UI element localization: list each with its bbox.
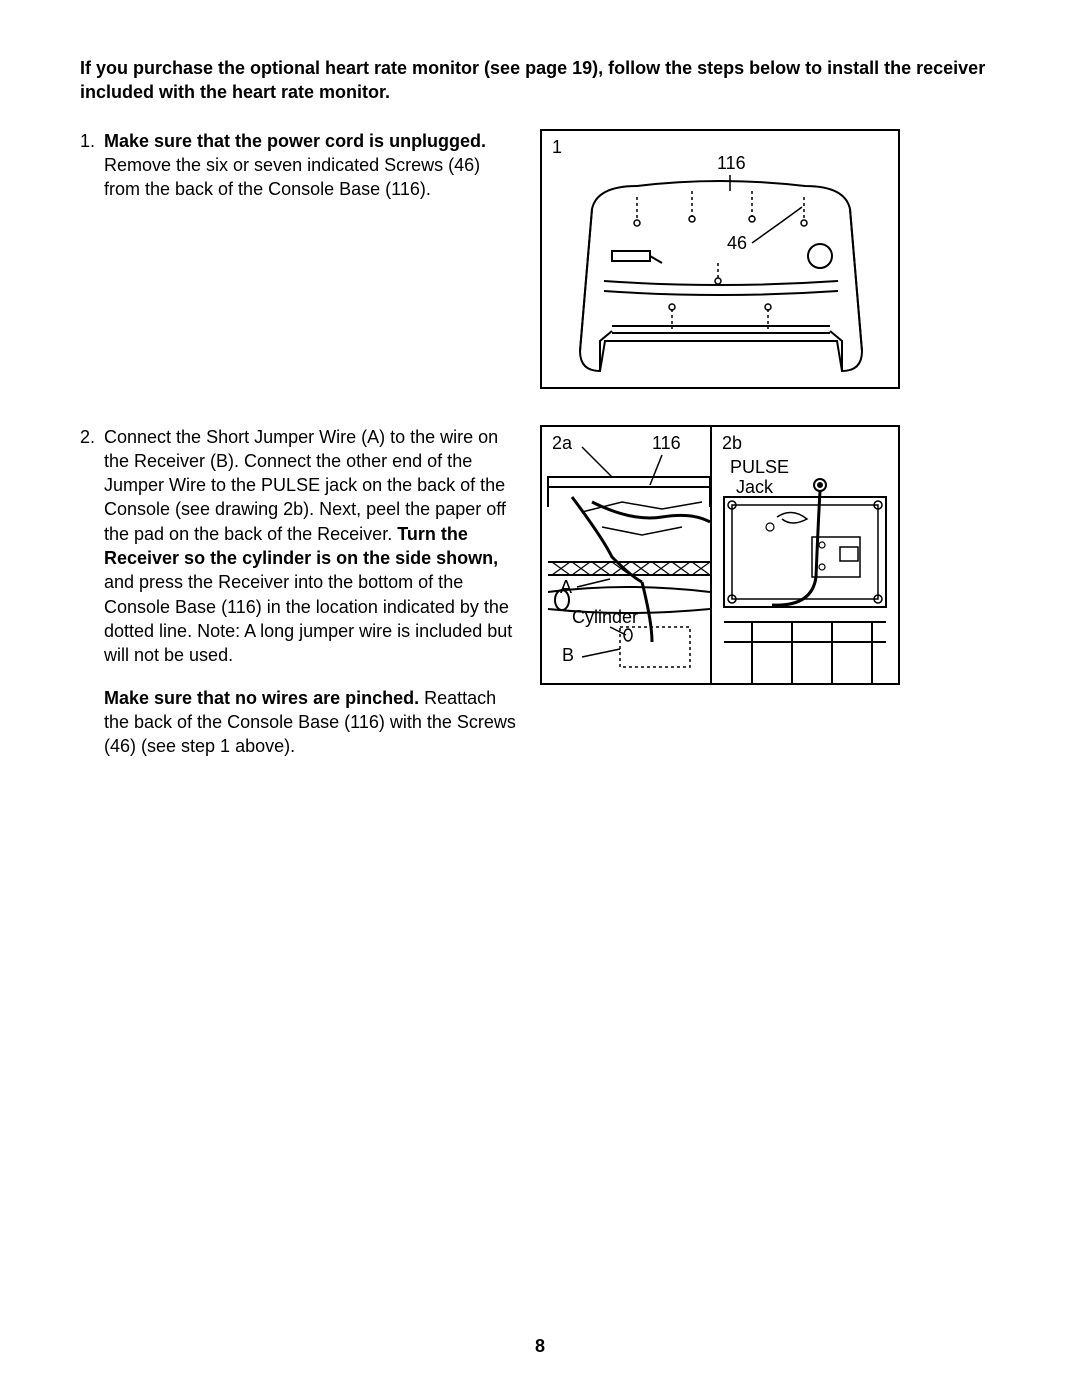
figure-2: 2a 116 A Cylinder B [540,425,900,685]
figure-2b-number: 2b [722,433,742,454]
figure-2b: 2b PULSE Jack [712,427,898,683]
figure-2a: 2a 116 A Cylinder B [542,427,712,683]
step-2-para-1: Connect the Short Jumper Wire (A) to the… [104,425,520,668]
step-1-bold: Make sure that the power cord is unplugg… [104,131,486,151]
step-2-p2bold: Make sure that no wires are pinched. [104,688,419,708]
figure-1: 1 116 46 [540,129,900,389]
figure-2a-label-cyl: Cylinder [572,607,638,628]
figure-2a-label-B: B [562,645,574,666]
step-2-p1b: and press the Receiver into the bottom o… [104,572,512,665]
figure-2b-label-pulse2: Jack [736,477,773,498]
step-1-rest: Remove the six or seven indicated Screws… [104,155,480,199]
figure-1-number: 1 [552,137,562,158]
figure-2b-label-pulse1: PULSE [730,457,789,478]
page-number: 8 [0,1336,1080,1357]
step-1-body: Make sure that the power cord is unplugg… [104,129,520,202]
figure-1-label-46: 46 [727,233,747,254]
step-1-row: 1. Make sure that the power cord is unpl… [80,129,1000,389]
step-2-body: Connect the Short Jumper Wire (A) to the… [104,425,520,759]
manual-page: If you purchase the optional heart rate … [0,0,1080,1397]
figure-2a-label-A: A [560,577,572,598]
figure-2a-number: 2a [552,433,572,454]
step-2-row: 2. Connect the Short Jumper Wire (A) to … [80,425,1000,759]
step-2-para-2: Make sure that no wires are pinched. Rea… [104,686,520,759]
step-2-text: 2. Connect the Short Jumper Wire (A) to … [80,425,520,759]
figure-1-label-116: 116 [717,153,746,174]
step-1-number: 1. [80,129,104,202]
intro-paragraph: If you purchase the optional heart rate … [80,56,1000,105]
step-1-text: 1. Make sure that the power cord is unpl… [80,129,520,202]
step-2-number: 2. [80,425,104,759]
figure-2a-label-116: 116 [652,433,681,454]
